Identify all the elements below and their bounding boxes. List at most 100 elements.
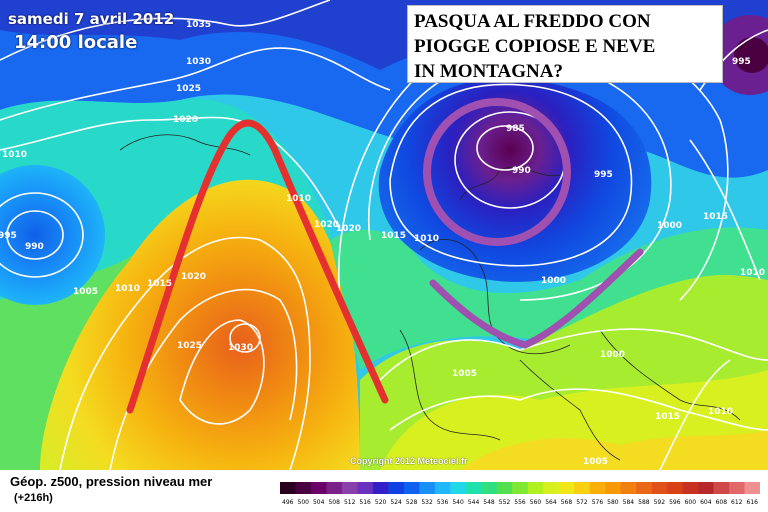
legend-tick-label: 560	[530, 499, 542, 506]
legend-tick-label: 604	[700, 499, 712, 506]
isobar-label: 990	[512, 166, 531, 176]
coastlines	[119, 134, 741, 461]
legend-tick-label: 512	[344, 499, 356, 506]
legend-tick-label: 544	[468, 499, 480, 506]
legend-swatch	[372, 482, 389, 494]
legend-swatch	[341, 482, 358, 494]
legend-swatch	[713, 482, 730, 494]
isobar-label: 1020	[181, 272, 206, 282]
isobar-label: 1030	[228, 343, 253, 353]
isobar-label: 1005	[583, 457, 608, 467]
legend-tick-label: 508	[328, 499, 340, 506]
legend-swatch	[357, 482, 374, 494]
isobar-label: 1000	[541, 276, 566, 286]
headline-line: PASQUA AL FREDDO CON	[414, 11, 651, 32]
legend-tick-label: 504	[313, 499, 325, 506]
legend-swatch	[326, 482, 343, 494]
forecast-time: 14:00 locale	[14, 32, 138, 53]
isobar-label: 1015	[655, 412, 680, 422]
legend-swatch	[574, 482, 590, 494]
legend-swatch	[543, 482, 560, 494]
legend-swatch	[667, 482, 683, 494]
trough-line	[429, 248, 644, 349]
legend-swatch	[636, 482, 652, 494]
legend-swatch	[698, 482, 714, 494]
legend-tick-label: 596	[669, 499, 681, 506]
legend-tick-label: 520	[375, 499, 387, 506]
legend-tick-label: 580	[607, 499, 619, 506]
legend-swatch	[605, 482, 621, 494]
legend-canvas: 496 500 504 508 512 516 520 524 528 532 536 540 544 5…	[280, 482, 760, 506]
isobar-label: 1005	[73, 287, 98, 297]
map-footer: Géop. z500, pression niveau mer (+216h) …	[0, 470, 768, 512]
ridge-line	[126, 119, 389, 414]
legend-swatch	[589, 482, 606, 494]
legend-tick-label: 536	[437, 499, 449, 506]
isobar-label: 1010	[708, 407, 733, 417]
weather-map: 1035 1030 1025 1020 1010 995 990 1005 10…	[0, 0, 768, 470]
isobar-label: 995	[594, 170, 613, 180]
legend-tick-label: 584	[623, 499, 635, 506]
forecast-date: samedi 7 avril 2012	[8, 10, 175, 28]
isobar-labels: 1035 1030 1025 1020 1010 995 990 1005 10…	[0, 20, 765, 467]
legend-tick-label: 516	[359, 499, 371, 506]
isobar-label: 1015	[703, 212, 728, 222]
legend-tick-label: 612	[731, 499, 743, 506]
legend-swatch	[419, 482, 436, 494]
legend-swatch	[729, 482, 745, 494]
isobar-label: 1010	[115, 284, 140, 294]
isobar-label: 990	[25, 242, 44, 252]
isobar-label: 1010	[286, 194, 311, 204]
legend-tick-label: 576	[592, 499, 604, 506]
legend-tick-label: 556	[514, 499, 526, 506]
isobar-label: 1020	[314, 220, 339, 230]
legend-tick-label: 568	[561, 499, 573, 506]
headline-line: IN MONTAGNA?	[414, 61, 564, 82]
isobar-label: 995	[732, 57, 751, 67]
color-scale-legend: 496 500 504 508 512 516 520 524 528 532 536 540 544 5…	[280, 482, 760, 507]
legend-swatch	[527, 482, 544, 494]
legend-tick-label: 588	[638, 499, 650, 506]
legend-tick-label: 532	[421, 499, 433, 506]
isobars	[0, 0, 768, 470]
legend-swatch	[280, 482, 296, 494]
isobar-label: 1010	[414, 234, 439, 244]
legend-swatch	[558, 482, 575, 494]
legend-tick-label: 600	[685, 499, 697, 506]
isobar-label: 1020	[173, 115, 198, 125]
isobar-label: 1005	[452, 369, 477, 379]
isobar-label: 1000	[657, 221, 682, 231]
isobar-label: 1010	[2, 150, 27, 160]
isobar-label: 1015	[381, 231, 406, 241]
legend-swatch	[744, 482, 760, 494]
legend-tick-label: 552	[499, 499, 511, 506]
legend-tick-label: 500	[298, 499, 310, 506]
legend-swatch	[450, 482, 467, 494]
legend-tick-label: 572	[576, 499, 588, 506]
legend-tick-label: 592	[654, 499, 666, 506]
legend-tick-label: 528	[406, 499, 418, 506]
legend-swatch	[620, 482, 637, 494]
legend-swatch	[403, 482, 420, 494]
isobar-label: 1010	[740, 268, 765, 278]
isobar-label: 1015	[147, 279, 172, 289]
legend-swatch	[682, 482, 699, 494]
legend-swatch	[651, 482, 668, 494]
isobar-label: 1025	[176, 84, 201, 94]
legend-tick-label: 540	[452, 499, 464, 506]
map-parameter-title: Géop. z500, pression niveau mer	[10, 474, 213, 489]
legend-tick-label: 616	[747, 499, 759, 506]
isobar-label: 985	[506, 124, 525, 134]
legend-tick-label: 548	[483, 499, 495, 506]
legend-tick-label: 608	[716, 499, 728, 506]
isobar-label: 1035	[186, 20, 211, 30]
forecast-hour: (+216h)	[14, 492, 53, 504]
legend-swatch	[512, 482, 529, 494]
legend-swatch	[481, 482, 498, 494]
legend-swatch	[388, 482, 405, 494]
legend-swatch	[465, 482, 482, 494]
isobar-label: 1025	[177, 341, 202, 351]
headline-line: PIOGGE COPIOSE E NEVE	[414, 36, 656, 57]
legend-swatch	[496, 482, 513, 494]
legend-swatch	[434, 482, 451, 494]
